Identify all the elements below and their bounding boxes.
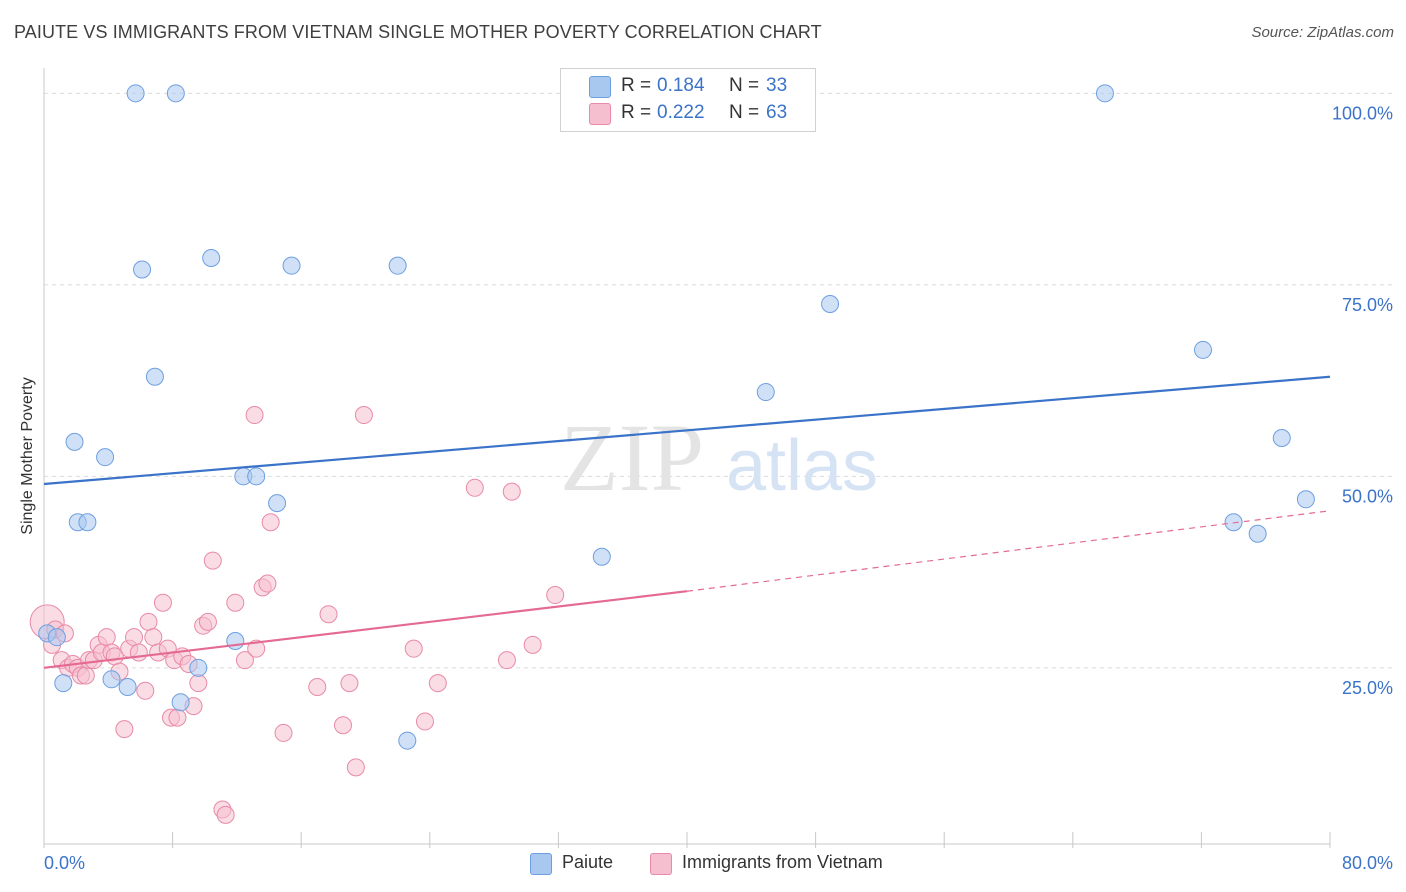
vietnam-point <box>139 612 158 631</box>
n-label: N = <box>729 102 760 123</box>
vietnam-trend-line <box>43 590 688 669</box>
paiute-point <box>756 383 775 402</box>
vietnam-point <box>319 605 338 624</box>
vietnam-point <box>189 674 208 693</box>
y-tick-label: 25.0% <box>1342 678 1393 698</box>
paiute-point <box>1194 340 1213 359</box>
vietnam-point <box>333 716 352 735</box>
paiute-point <box>1248 524 1267 543</box>
vietnam-point <box>346 758 365 777</box>
vietnam-point <box>404 639 423 658</box>
x-tick-label: 0.0% <box>44 853 85 873</box>
vietnam-point <box>125 628 144 647</box>
n-value: 33 <box>766 75 788 96</box>
tick-labels: 25.0% 50.0% 75.0% 100.0% 0.0% 80.0% <box>44 103 1393 873</box>
paiute-point <box>247 467 266 486</box>
watermark: ZIP atlas <box>560 404 878 511</box>
vietnam-point <box>415 712 434 731</box>
axes <box>43 68 1331 848</box>
vietnam-point <box>76 666 95 685</box>
paiute-point <box>133 260 152 279</box>
vietnam-point <box>523 635 542 654</box>
vietnam-point <box>198 612 217 631</box>
paiute-point <box>1095 84 1114 103</box>
n-value: 63 <box>766 102 788 123</box>
y-tick-label: 75.0% <box>1342 295 1393 315</box>
legend-swatch-paiute <box>530 853 552 875</box>
vietnam-point <box>168 708 187 727</box>
paiute-point <box>47 628 66 647</box>
vietnam-point <box>258 574 277 593</box>
paiute-point <box>282 256 301 275</box>
gridlines <box>44 92 1394 669</box>
chart-source: Source: ZipAtlas.com <box>1251 24 1394 41</box>
vietnam-point <box>497 651 516 670</box>
paiute-point <box>96 448 115 467</box>
paiute-point <box>1272 429 1291 448</box>
legend-swatch-paiute <box>589 76 611 98</box>
paiute-point <box>398 731 417 750</box>
vietnam-point <box>340 674 359 693</box>
trend-lines <box>43 375 1331 669</box>
vietnam-point <box>308 677 327 696</box>
n-label: N = <box>729 75 760 96</box>
vietnam-point <box>144 628 163 647</box>
watermark-zip: ZIP <box>560 404 704 511</box>
paiute-point <box>821 294 840 313</box>
y-tick-label: 50.0% <box>1342 486 1393 506</box>
vietnam-point <box>428 674 447 693</box>
legend-swatch-vietnam <box>650 853 672 875</box>
x-tick-label: 80.0% <box>1342 853 1393 873</box>
vietnam-point <box>465 478 484 497</box>
vietnam-point <box>245 406 264 425</box>
legend-label-vietnam: Immigrants from Vietnam <box>682 852 883 872</box>
vietnam-point <box>235 651 254 670</box>
vietnam-point <box>97 628 116 647</box>
paiute-point <box>118 677 137 696</box>
legend-label-paiute: Paiute <box>562 852 614 872</box>
vietnam-point <box>153 593 172 612</box>
paiute-point <box>268 494 287 513</box>
vietnam-point <box>546 586 565 605</box>
paiute-trend-line <box>43 375 1331 486</box>
vietnam-point <box>261 513 280 532</box>
paiute-point <box>592 547 611 566</box>
vietnam-point <box>216 805 235 824</box>
vietnam-point <box>129 643 148 662</box>
chart-title: PAIUTE VS IMMIGRANTS FROM VIETNAM SINGLE… <box>14 22 822 42</box>
vietnam-point <box>354 406 373 425</box>
correlation-legend: R = 0.184 N = 33 R = 0.222 N = 63 <box>560 68 816 132</box>
paiute-point <box>78 513 97 532</box>
vietnam-point <box>247 639 266 658</box>
vietnam-trend-extension <box>686 510 1331 592</box>
watermark-atlas: atlas <box>726 426 878 506</box>
vietnam-point <box>203 551 222 570</box>
paiute-point <box>166 84 185 103</box>
paiute-point <box>189 658 208 677</box>
paiute-point <box>388 256 407 275</box>
paiute-point <box>126 84 145 103</box>
r-value: 0.222 <box>657 102 705 123</box>
series-paiute-points <box>38 84 1315 750</box>
vietnam-point <box>115 720 134 739</box>
paiute-point <box>202 249 221 268</box>
legend-swatch-vietnam <box>589 103 611 125</box>
vietnam-point <box>136 681 155 700</box>
vietnam-point <box>226 593 245 612</box>
paiute-point <box>54 674 73 693</box>
vietnam-point <box>274 723 293 742</box>
r-label: R = <box>621 75 652 96</box>
r-label: R = <box>621 102 652 123</box>
paiute-point <box>102 670 121 689</box>
paiute-point <box>226 632 245 651</box>
r-value: 0.184 <box>657 75 705 96</box>
vietnam-point <box>502 482 521 501</box>
y-tick-label: 100.0% <box>1332 103 1393 123</box>
paiute-point <box>65 432 84 451</box>
paiute-point <box>1296 490 1315 509</box>
paiute-point <box>171 693 190 712</box>
paiute-point <box>145 367 164 386</box>
